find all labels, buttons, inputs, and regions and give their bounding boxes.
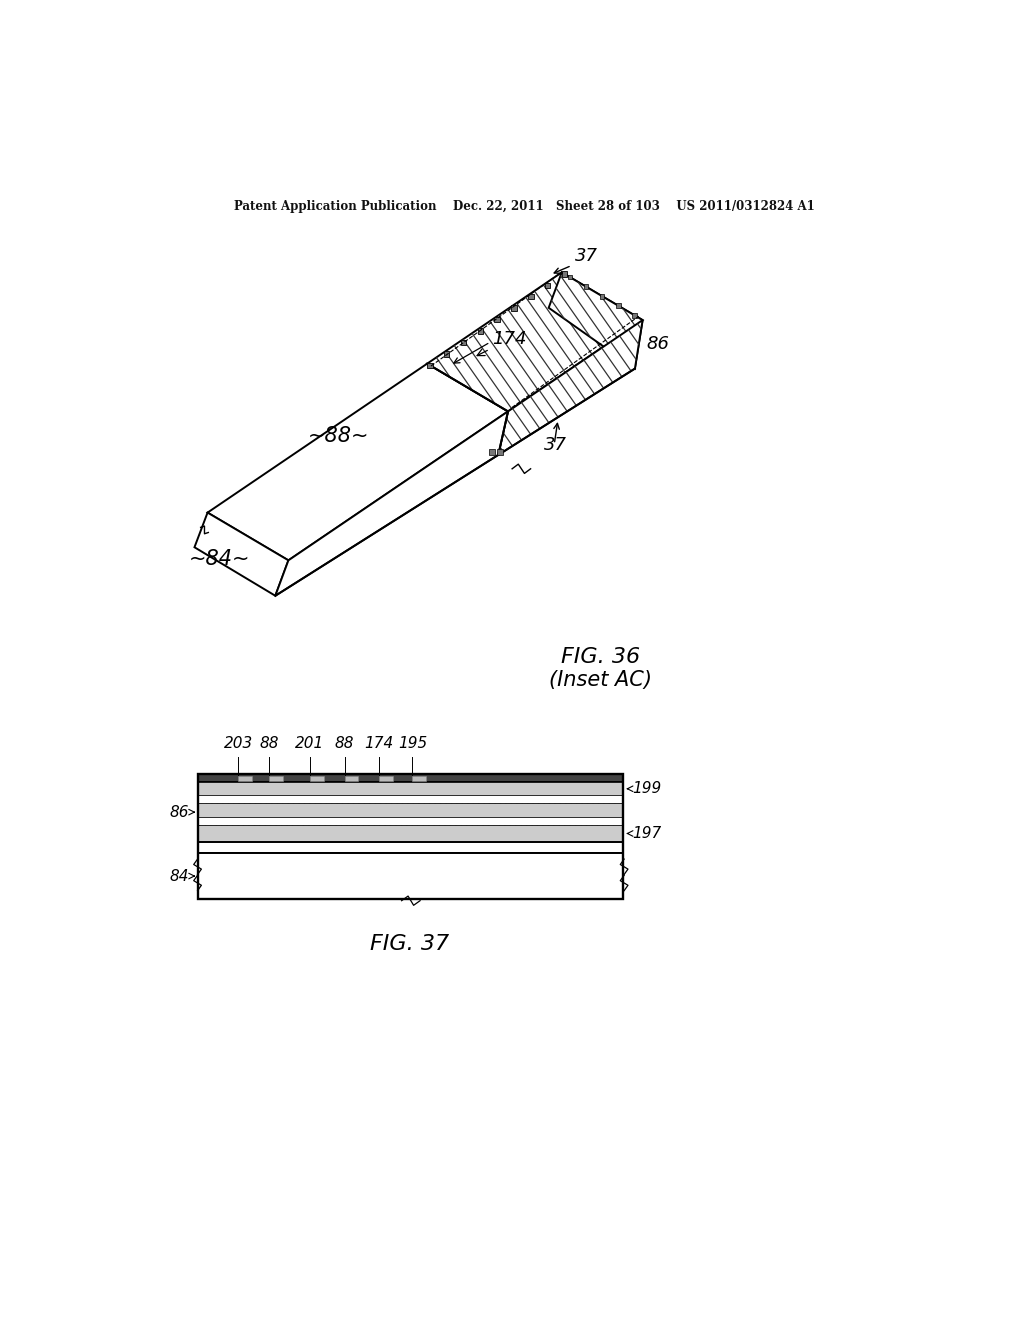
Polygon shape: [600, 294, 604, 298]
Bar: [199, 817, 624, 825]
Polygon shape: [195, 512, 289, 595]
Bar: [345, 776, 358, 780]
Text: FIG. 36: FIG. 36: [561, 647, 640, 668]
Text: ~84~: ~84~: [188, 549, 250, 569]
Text: 88: 88: [335, 737, 354, 751]
Bar: [199, 853, 624, 899]
Text: 197: 197: [633, 826, 662, 841]
Text: 37: 37: [544, 436, 567, 454]
Bar: [379, 776, 393, 780]
Polygon shape: [549, 272, 643, 368]
Text: ~88~: ~88~: [307, 425, 370, 446]
Polygon shape: [444, 351, 450, 356]
Polygon shape: [477, 329, 483, 334]
Text: 84: 84: [170, 869, 189, 883]
Polygon shape: [208, 363, 508, 560]
Bar: [310, 776, 324, 780]
Bar: [269, 776, 283, 780]
Polygon shape: [495, 317, 500, 322]
Bar: [199, 775, 624, 781]
Text: 86: 86: [170, 805, 189, 820]
Bar: [199, 775, 624, 899]
Polygon shape: [497, 449, 503, 454]
Polygon shape: [461, 339, 466, 345]
Bar: [199, 804, 624, 817]
Text: 195: 195: [397, 737, 427, 751]
Polygon shape: [616, 304, 621, 308]
Text: FIG. 37: FIG. 37: [370, 933, 449, 954]
Polygon shape: [562, 271, 567, 277]
Bar: [199, 842, 624, 853]
Polygon shape: [427, 363, 432, 368]
Polygon shape: [632, 313, 637, 318]
Text: 37: 37: [574, 247, 598, 265]
Bar: [199, 781, 624, 796]
Polygon shape: [528, 294, 534, 300]
Text: (Inset AC): (Inset AC): [549, 671, 651, 690]
Text: 203: 203: [223, 737, 253, 751]
Polygon shape: [499, 321, 643, 455]
Bar: [199, 825, 624, 842]
Bar: [199, 796, 624, 804]
Polygon shape: [567, 275, 572, 280]
Polygon shape: [489, 449, 495, 454]
Polygon shape: [584, 284, 589, 289]
Text: 199: 199: [633, 781, 662, 796]
Polygon shape: [427, 272, 643, 412]
Polygon shape: [275, 412, 508, 595]
Text: 174: 174: [365, 737, 394, 751]
Text: 88: 88: [259, 737, 279, 751]
Text: Patent Application Publication    Dec. 22, 2011   Sheet 28 of 103    US 2011/031: Patent Application Publication Dec. 22, …: [234, 199, 815, 213]
Text: 201: 201: [295, 737, 325, 751]
Text: 86: 86: [646, 335, 670, 354]
Polygon shape: [511, 305, 517, 312]
Bar: [413, 776, 426, 780]
Bar: [239, 776, 252, 780]
Polygon shape: [545, 282, 550, 288]
Text: 174: 174: [477, 330, 527, 355]
